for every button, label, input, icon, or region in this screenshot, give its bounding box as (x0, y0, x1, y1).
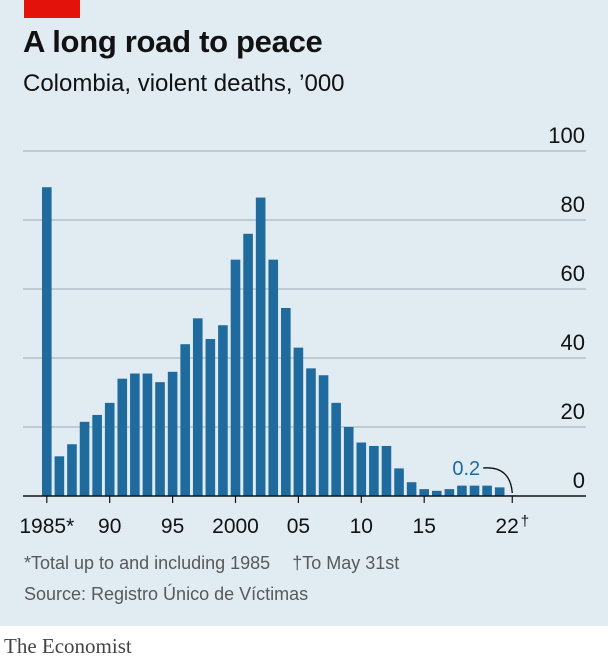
y-tick-label-40: 40 (561, 330, 585, 355)
bar-2015 (419, 489, 429, 496)
bar-2017 (444, 489, 455, 496)
bar-2019 (469, 485, 480, 496)
economist-red-tag (24, 0, 80, 18)
y-tick-label-80: 80 (561, 192, 585, 217)
y-tick-label-100: 100 (548, 123, 585, 148)
bar-1985* (42, 187, 52, 496)
bar-1996 (180, 344, 190, 496)
y-tick-label-60: 60 (561, 261, 585, 286)
bar-2009 (343, 427, 354, 496)
bar-2018 (457, 485, 467, 496)
y-tick-labels: 0 20 40 60 80 100 (548, 123, 585, 493)
bar-2007 (318, 375, 329, 496)
footnotes: *Total up to and including 1985 †To May 3… (24, 553, 399, 574)
bar-1997 (192, 318, 203, 496)
bar-1988 (79, 421, 90, 496)
x-axis (23, 495, 586, 503)
bar-2013 (394, 468, 404, 496)
chart-title: A long road to peace (23, 24, 323, 59)
annotation-label-0.2: 0.2 (452, 458, 480, 480)
x-tick-label-10: 10 (350, 515, 373, 538)
bar-2008 (331, 402, 341, 496)
bar-2020 (482, 485, 492, 496)
bar-1991 (117, 378, 128, 496)
annotations: 0.2 (452, 458, 513, 494)
bar-1993 (142, 373, 153, 496)
bar-1994 (155, 382, 165, 496)
bar-2021 (494, 487, 505, 496)
bar-2000 (230, 259, 241, 496)
bar-2016 (431, 490, 442, 496)
bar-chart: 0 20 40 60 80 100 1985* 90 95 2000 05 10 15 22 † 0.2 (19, 123, 586, 538)
bar-2003 (268, 259, 279, 496)
annotation-callout-line (483, 467, 513, 494)
bar-2002 (255, 197, 266, 496)
bar-2006 (306, 368, 316, 496)
bars (42, 187, 518, 497)
bar-2004 (281, 307, 291, 496)
bar-1999 (218, 325, 228, 496)
x-tick-label-1985*: 1985* (19, 515, 74, 538)
x-tick-label-95: 95 (161, 515, 184, 538)
x-tick-labels: 1985* 90 95 2000 05 10 15 22 † (19, 513, 529, 538)
economist-logo-text: The Economist (4, 634, 132, 658)
bar-2005 (293, 347, 304, 496)
bar-1986 (54, 456, 65, 496)
bar-2014 (406, 482, 417, 496)
bar-2001 (243, 233, 253, 497)
y-tick-label-20: 20 (561, 399, 585, 424)
bar-2011 (369, 445, 379, 496)
x-tick-label-15: 15 (413, 515, 436, 538)
bar-2010 (356, 442, 367, 496)
footnote-total-1985: *Total up to and including 1985 (24, 553, 271, 573)
chart-card: A long road to peace Colombia, violent d… (0, 0, 608, 626)
source-note: Source: Registro Único de Víctimas (24, 584, 309, 604)
bar-1989 (92, 414, 102, 496)
bar-1995 (167, 371, 178, 496)
x-tick-label-90: 90 (98, 515, 121, 538)
bar-1987 (67, 444, 77, 496)
bar-1998 (205, 339, 216, 496)
x-tick-label-2000: 2000 (212, 515, 259, 538)
x-tick-label-05: 05 (287, 515, 310, 538)
y-tick-label-0: 0 (573, 468, 585, 493)
gridlines (23, 150, 586, 428)
footnote-to-may: †To May 31st (292, 553, 400, 573)
x-tick-label-22†: 22 † (495, 513, 529, 538)
bar-1990 (104, 402, 115, 496)
bar-1992 (130, 373, 140, 496)
chart-subtitle: Colombia, violent deaths, ’000 (23, 70, 345, 97)
bar-2012 (381, 445, 392, 496)
